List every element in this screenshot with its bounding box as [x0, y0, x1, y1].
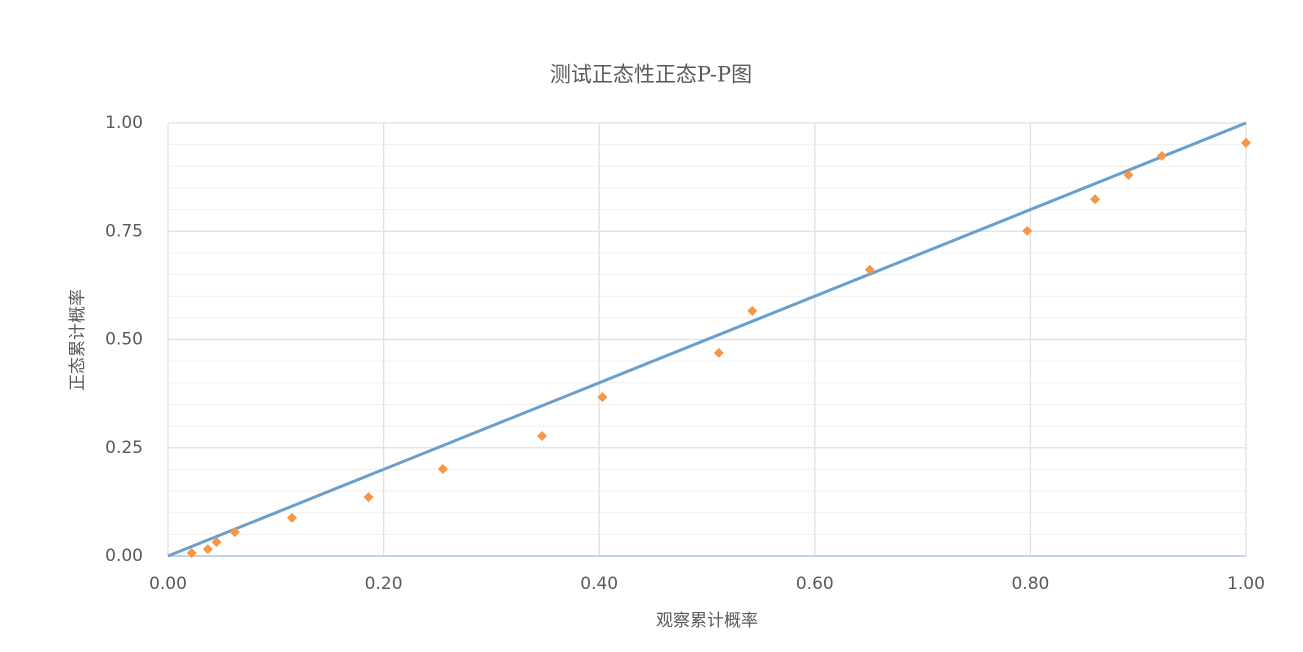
- data-point: [363, 492, 374, 503]
- y-tick-label: 0.25: [105, 438, 143, 458]
- data-point: [1241, 137, 1251, 148]
- data-point: [1156, 150, 1167, 161]
- data-point: [437, 463, 448, 474]
- x-tick-label: 0.40: [580, 574, 618, 594]
- data-point: [186, 547, 197, 558]
- y-axis-title: 正态累计概率: [68, 289, 88, 391]
- y-tick-label: 0.75: [105, 221, 143, 241]
- data-point: [202, 544, 213, 555]
- x-tick-label: 1.00: [1227, 574, 1265, 594]
- data-point: [1123, 169, 1134, 180]
- x-tick-label: 0.00: [149, 574, 187, 594]
- data-point: [864, 264, 875, 275]
- x-tick-label: 0.60: [796, 574, 834, 594]
- data-point: [229, 527, 240, 538]
- chart-title: 测试正态性正态P-P图: [550, 63, 752, 87]
- x-tick-label: 0.80: [1011, 574, 1049, 594]
- data-point: [1090, 194, 1101, 205]
- y-tick-label: 1.00: [105, 113, 143, 133]
- y-tick-label: 0.00: [105, 546, 143, 566]
- data-point: [713, 347, 724, 358]
- data-point: [211, 537, 222, 548]
- data-point: [1022, 225, 1033, 236]
- data-point: [537, 431, 548, 442]
- reference-line: [167, 121, 1247, 558]
- x-tick-label: 0.20: [365, 574, 403, 594]
- y-tick-label: 0.50: [105, 330, 143, 350]
- data-point: [747, 305, 758, 316]
- data-point: [286, 512, 297, 523]
- x-axis-title: 观察累计概率: [656, 611, 758, 631]
- data-point: [597, 392, 608, 403]
